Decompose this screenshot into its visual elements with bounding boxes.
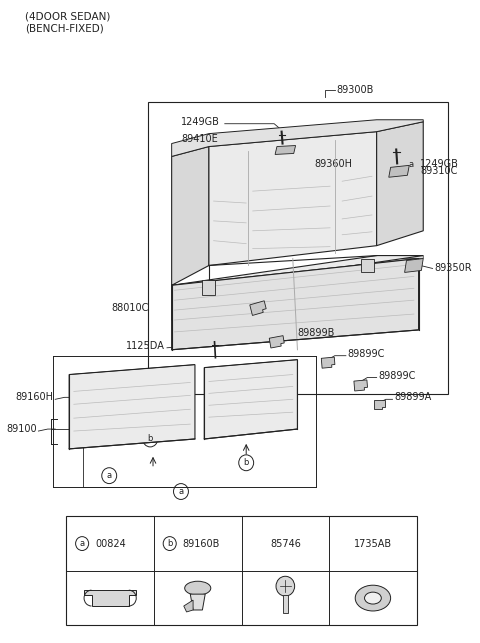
- Text: a: a: [107, 471, 112, 480]
- Text: 89350R: 89350R: [434, 264, 472, 273]
- Polygon shape: [172, 255, 423, 288]
- Polygon shape: [204, 359, 298, 368]
- Polygon shape: [250, 301, 266, 316]
- Text: 85746: 85746: [270, 539, 301, 548]
- Polygon shape: [172, 120, 423, 156]
- Ellipse shape: [355, 585, 391, 611]
- Text: 89100: 89100: [6, 424, 36, 434]
- Text: a: a: [408, 160, 414, 169]
- Polygon shape: [172, 147, 209, 285]
- Polygon shape: [405, 258, 423, 273]
- Polygon shape: [354, 380, 368, 391]
- Polygon shape: [69, 365, 195, 374]
- Bar: [66, 516, 417, 626]
- Polygon shape: [203, 280, 216, 295]
- Text: 89410E: 89410E: [181, 134, 218, 143]
- Circle shape: [276, 576, 295, 596]
- Polygon shape: [172, 258, 419, 350]
- Polygon shape: [377, 122, 423, 246]
- Text: 89360H: 89360H: [314, 159, 352, 169]
- Text: 00824: 00824: [95, 539, 126, 548]
- Text: 89899A: 89899A: [395, 392, 432, 403]
- Bar: [148, 102, 448, 394]
- Text: (BENCH-FIXED): (BENCH-FIXED): [25, 24, 104, 33]
- Text: 1249GB: 1249GB: [420, 159, 458, 169]
- Text: 89899C: 89899C: [379, 370, 416, 381]
- Polygon shape: [69, 365, 195, 449]
- Ellipse shape: [364, 592, 381, 604]
- Text: b: b: [147, 435, 153, 444]
- Polygon shape: [172, 258, 419, 285]
- Ellipse shape: [185, 581, 211, 595]
- Polygon shape: [321, 357, 335, 368]
- Text: 1125DA: 1125DA: [126, 341, 165, 351]
- Text: 1249GB: 1249GB: [181, 117, 220, 127]
- Text: b: b: [243, 458, 249, 467]
- Text: b: b: [167, 539, 172, 548]
- Text: (4DOOR SEDAN): (4DOOR SEDAN): [25, 12, 111, 22]
- Text: 89160B: 89160B: [183, 539, 220, 548]
- Text: 1735AB: 1735AB: [354, 539, 392, 548]
- Text: 89160H: 89160H: [15, 392, 53, 403]
- Text: 89300B: 89300B: [336, 85, 374, 95]
- Text: 89310C: 89310C: [420, 167, 458, 176]
- Polygon shape: [361, 258, 374, 273]
- Polygon shape: [389, 165, 409, 177]
- Polygon shape: [204, 359, 298, 439]
- Text: a: a: [80, 539, 84, 548]
- Polygon shape: [374, 400, 385, 409]
- Polygon shape: [275, 145, 296, 154]
- Polygon shape: [209, 132, 377, 266]
- Text: 89899C: 89899C: [348, 349, 385, 359]
- Polygon shape: [84, 590, 136, 606]
- Text: 89899B: 89899B: [298, 328, 335, 338]
- Polygon shape: [184, 600, 193, 612]
- Polygon shape: [269, 336, 284, 348]
- Text: a: a: [179, 487, 183, 496]
- Text: 88010C: 88010C: [111, 303, 148, 313]
- Polygon shape: [283, 595, 288, 613]
- Polygon shape: [190, 594, 205, 610]
- Polygon shape: [172, 255, 423, 285]
- Polygon shape: [172, 285, 218, 335]
